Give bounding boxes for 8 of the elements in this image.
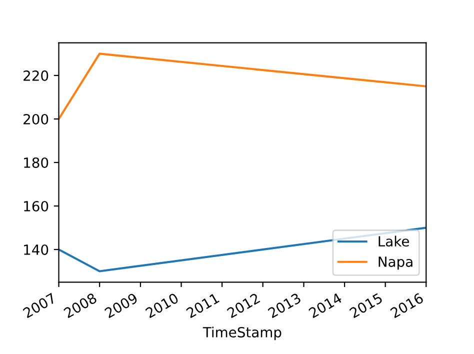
y-tick-label: 160 [24, 200, 48, 212]
y-tick-label: 180 [24, 157, 48, 168]
y-tick-label: 140 [24, 244, 48, 255]
y-tick-label: 220 [24, 70, 48, 81]
y-tick-label: 200 [24, 114, 48, 124]
legend-label: Lake [378, 236, 409, 247]
x-axis-title: TimeStamp [202, 326, 282, 340]
legend-label: Napa [378, 256, 412, 270]
